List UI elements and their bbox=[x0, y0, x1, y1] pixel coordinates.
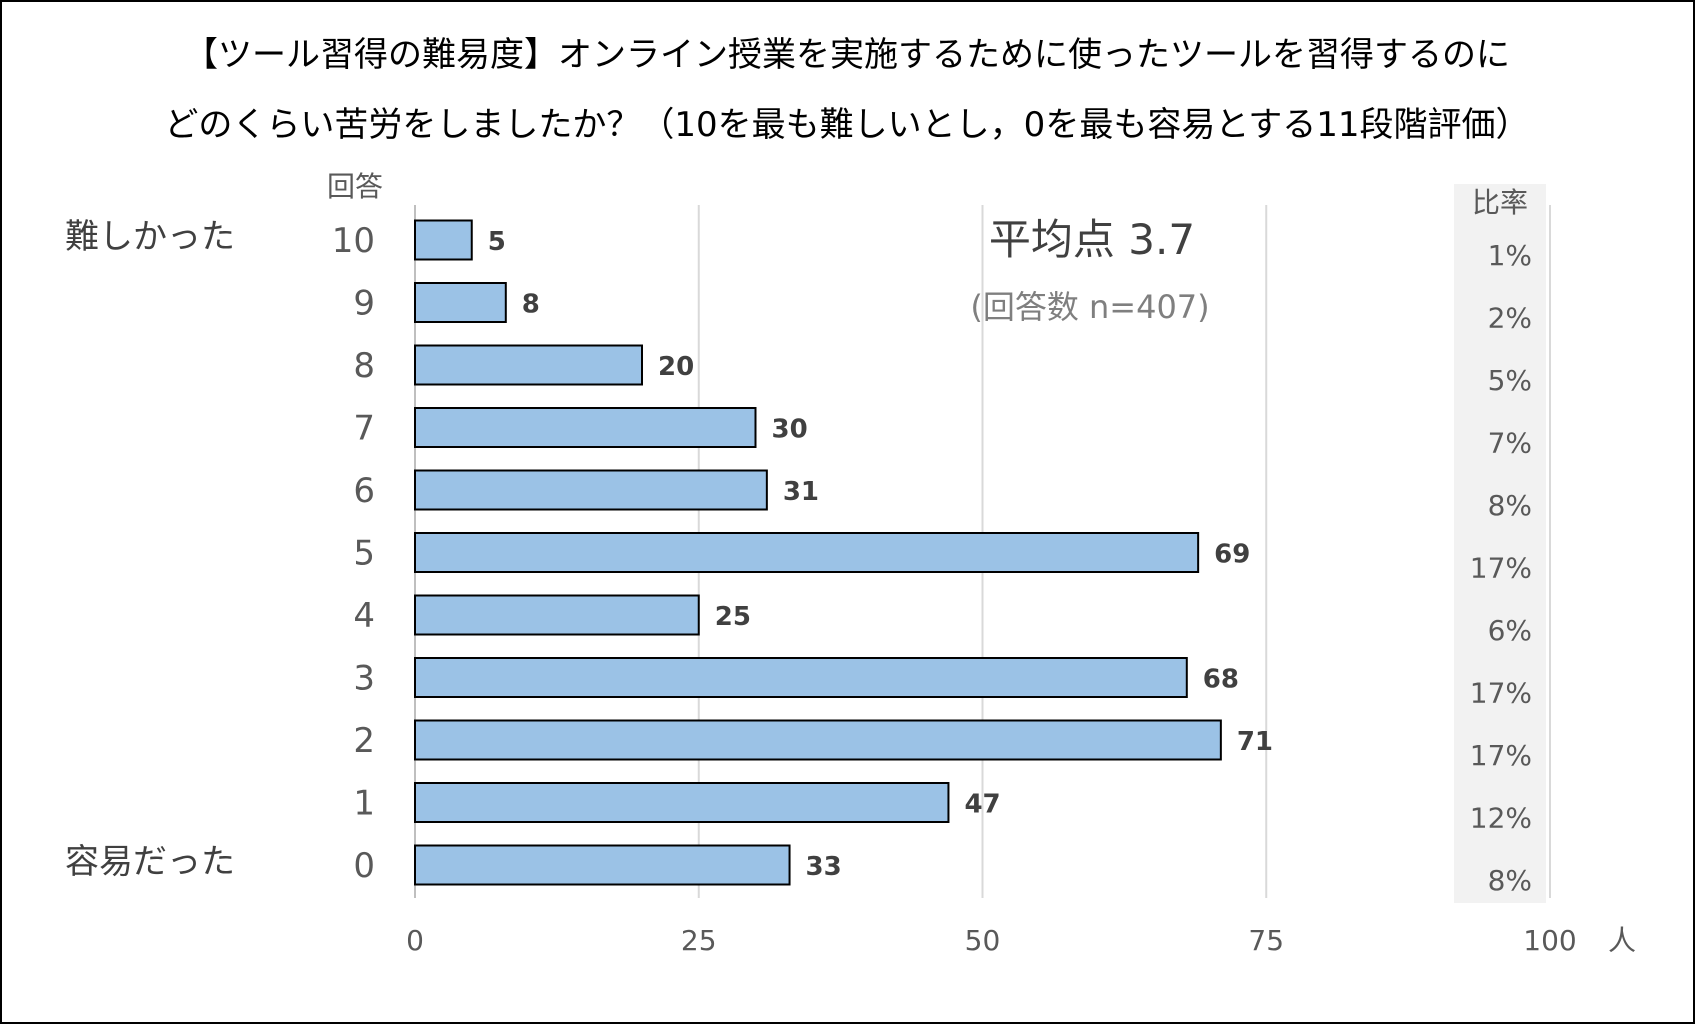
category-label: 7 bbox=[353, 409, 375, 449]
ratio-label: 2% bbox=[1488, 302, 1532, 335]
data-label: 71 bbox=[1237, 727, 1273, 757]
bar-7 bbox=[414, 407, 757, 448]
bar-4 bbox=[414, 594, 700, 636]
bar-9 bbox=[414, 282, 507, 323]
category-label: 1 bbox=[353, 784, 375, 824]
data-label: 20 bbox=[658, 352, 694, 382]
data-label: 30 bbox=[772, 415, 808, 445]
ratio-label: 1% bbox=[1488, 239, 1532, 272]
ratio-label: 8% bbox=[1488, 489, 1532, 522]
top-label: 難しかった bbox=[65, 217, 235, 257]
ratio-label: 5% bbox=[1488, 364, 1532, 397]
ratio-label: 8% bbox=[1488, 864, 1532, 897]
category-label: 4 bbox=[353, 596, 375, 636]
data-label: 5 bbox=[488, 227, 506, 257]
bar-3 bbox=[414, 657, 1188, 698]
category-label: 10 bbox=[332, 221, 375, 261]
bar-1 bbox=[414, 782, 950, 823]
ratio-label: 17% bbox=[1470, 552, 1532, 585]
bar-0 bbox=[414, 844, 791, 886]
bar-6 bbox=[414, 469, 768, 511]
ratio-label: 6% bbox=[1488, 614, 1532, 647]
mean-annotation: 平均点 3.7 bbox=[989, 215, 1195, 264]
n-annotation: (回答数 n=407) bbox=[970, 288, 1209, 326]
categories-label: 回答 bbox=[327, 170, 383, 203]
data-label: 33 bbox=[806, 852, 842, 882]
category-label: 6 bbox=[353, 471, 375, 511]
category-label: 5 bbox=[353, 534, 375, 574]
bar-10 bbox=[414, 219, 473, 261]
x-tick-label: 50 bbox=[965, 924, 1001, 957]
data-label: 31 bbox=[783, 477, 819, 507]
category-label: 8 bbox=[353, 346, 375, 386]
category-label: 0 bbox=[353, 846, 375, 886]
ratio-column-background bbox=[1454, 184, 1546, 903]
category-label: 2 bbox=[353, 721, 375, 761]
ratio-label: 12% bbox=[1470, 802, 1532, 835]
ratio-label: 7% bbox=[1488, 427, 1532, 460]
data-label: 69 bbox=[1214, 540, 1250, 570]
ratio-label: 17% bbox=[1470, 739, 1532, 772]
bottom-label: 容易だった bbox=[65, 842, 235, 882]
chart-title-line-1: 【ツール習得の難易度】オンライン授業を実施するために使ったツールを習得するのに bbox=[184, 35, 1510, 75]
data-label: 47 bbox=[964, 790, 1000, 820]
data-label: 8 bbox=[522, 290, 540, 320]
ratio-header: 比率 bbox=[1472, 186, 1528, 219]
category-label: 3 bbox=[353, 659, 375, 699]
chart-title-line-2: どのくらい苦労をしましたか？（10を最も難しいとし，0を最も容易とする11段階評… bbox=[164, 105, 1529, 145]
bar-5 bbox=[414, 532, 1200, 573]
x-tick-label: 75 bbox=[1248, 924, 1284, 957]
x-tick-label: 25 bbox=[681, 924, 717, 957]
x-unit-label: 人 bbox=[1608, 924, 1636, 957]
ratio-label: 17% bbox=[1470, 677, 1532, 710]
x-tick-label: 100 bbox=[1523, 924, 1576, 957]
x-tick-label: 0 bbox=[406, 924, 424, 957]
data-label: 25 bbox=[715, 602, 751, 632]
bar-2 bbox=[414, 719, 1222, 761]
category-label: 9 bbox=[353, 284, 375, 324]
bar-8 bbox=[414, 344, 643, 386]
data-label: 68 bbox=[1203, 665, 1239, 695]
